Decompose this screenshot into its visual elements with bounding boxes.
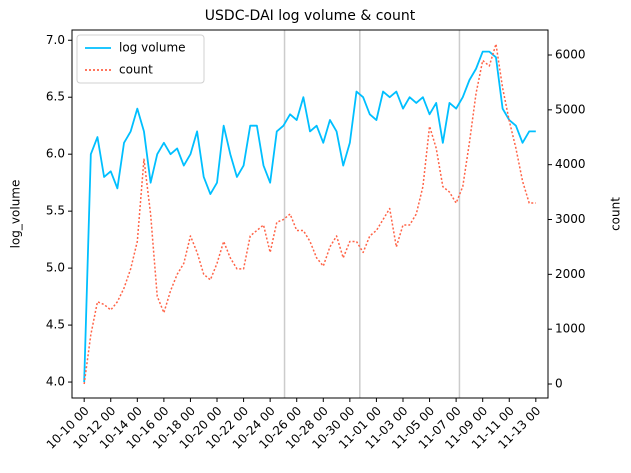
- y2-tick-label: 2000: [555, 267, 586, 281]
- y-tick-label: 4.5: [46, 318, 65, 332]
- y2-tick-label: 6000: [555, 48, 586, 62]
- y2-tick-label: 1000: [555, 322, 586, 336]
- y2-tick-label: 4000: [555, 157, 586, 171]
- legend: log volume count: [76, 34, 205, 84]
- y-tick-label: 5.0: [46, 261, 65, 275]
- plot-frame: [71, 29, 549, 399]
- y-tick-label: 7.0: [46, 33, 65, 47]
- series-line: [83, 50, 536, 383]
- y2-tick-label: 5000: [555, 102, 586, 116]
- legend-box: [76, 34, 205, 84]
- y2-tick-label: 0: [555, 377, 563, 391]
- y-tick-label: 6.5: [46, 90, 65, 104]
- y-axis-label: log_volume: [9, 180, 23, 249]
- y-tick-label: 6.0: [46, 147, 65, 161]
- legend-label: log volume: [119, 41, 186, 55]
- legend-label: count: [119, 63, 153, 77]
- y2-axis-label: count: [609, 197, 623, 231]
- y-tick-label: 4.0: [46, 375, 65, 389]
- chart-title: USDC-DAI log volume & count: [205, 8, 416, 24]
- y-tick-label: 5.5: [46, 204, 65, 218]
- y2-tick-label: 3000: [555, 212, 586, 226]
- series-line: [83, 43, 536, 385]
